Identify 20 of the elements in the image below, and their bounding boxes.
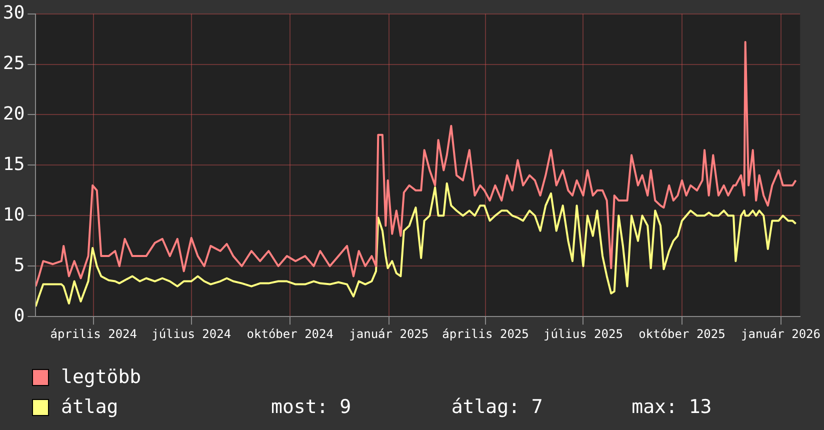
y-tick-label: 10 (2, 204, 25, 226)
y-tick-label: 25 (2, 52, 25, 74)
text: most: 9 (271, 396, 352, 418)
y-tick-label: 0 (14, 305, 25, 326)
y-tick-label: 30 (2, 2, 25, 24)
x-tick-label: október 2025 (638, 326, 726, 341)
x-tick-label: július 2024 (152, 326, 232, 341)
x-tick-label: október 2024 (246, 326, 334, 341)
x-tick-label: április 2025 (442, 326, 529, 341)
x-tick-label: július 2025 (543, 326, 623, 341)
legend-label: legtöbb (61, 366, 142, 388)
x-tick-label: január 2025 (349, 326, 429, 341)
text: max: 13 (632, 396, 713, 418)
x-tick-label: január 2026 (741, 326, 820, 341)
y-tick-label: 5 (14, 254, 25, 276)
x-tick-label: április 2024 (50, 326, 137, 341)
y-tick-label: 15 (2, 154, 25, 175)
y-tick-label: 20 (2, 103, 25, 124)
text: átlag: 7 (451, 396, 544, 418)
legend-label: átlag (61, 396, 120, 418)
